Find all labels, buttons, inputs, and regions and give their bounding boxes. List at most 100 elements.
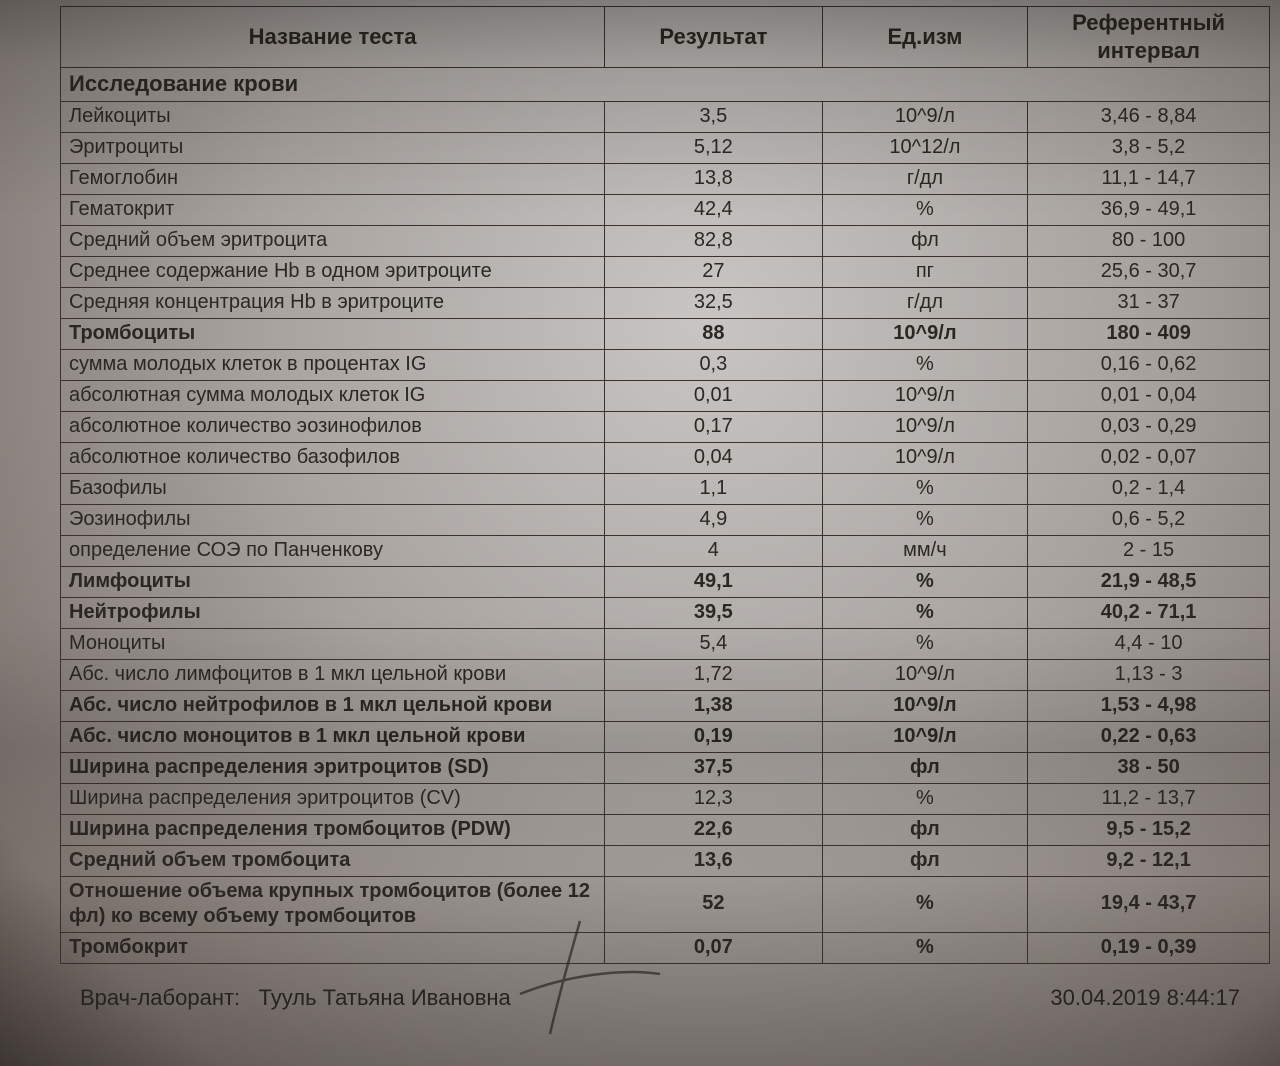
cell-reference: 0,19 - 0,39 xyxy=(1028,932,1270,963)
cell-reference: 11,2 - 13,7 xyxy=(1028,783,1270,814)
cell-result: 4,9 xyxy=(605,504,823,535)
cell-test-name: Средняя концентрация Hb в эритроците xyxy=(61,287,605,318)
cell-result: 0,07 xyxy=(605,932,823,963)
report-datetime: 30.04.2019 8:44:17 xyxy=(1050,985,1240,1011)
table-row: Лимфоциты49,1%21,9 - 48,5 xyxy=(61,566,1270,597)
cell-unit: % xyxy=(822,349,1028,380)
cell-reference: 1,53 - 4,98 xyxy=(1028,690,1270,721)
table-row: Гемоглобин13,8г/дл11,1 - 14,7 xyxy=(61,163,1270,194)
table-row: абсолютная сумма молодых клеток IG0,0110… xyxy=(61,380,1270,411)
cell-unit: 10^9/л xyxy=(822,318,1028,349)
cell-reference: 0,03 - 0,29 xyxy=(1028,411,1270,442)
table-row: Среднее содержание Hb в одном эритроците… xyxy=(61,256,1270,287)
cell-test-name: Лимфоциты xyxy=(61,566,605,597)
cell-result: 0,19 xyxy=(605,721,823,752)
table-row: сумма молодых клеток в процентах IG0,3%0… xyxy=(61,349,1270,380)
cell-result: 12,3 xyxy=(605,783,823,814)
table-row: Средний объем тромбоцита13,6фл9,2 - 12,1 xyxy=(61,845,1270,876)
cell-result: 37,5 xyxy=(605,752,823,783)
cell-unit: % xyxy=(822,194,1028,225)
cell-unit: мм/ч xyxy=(822,535,1028,566)
cell-unit: г/дл xyxy=(822,163,1028,194)
cell-result: 1,72 xyxy=(605,659,823,690)
cell-result: 13,6 xyxy=(605,845,823,876)
cell-test-name: определение СОЭ по Панченкову xyxy=(61,535,605,566)
doctor-label: Врач-лаборант: xyxy=(80,985,240,1010)
cell-test-name: Абс. число лимфоцитов в 1 мкл цельной кр… xyxy=(61,659,605,690)
table-row: Ширина распределения тромбоцитов (PDW)22… xyxy=(61,814,1270,845)
cell-test-name: Эозинофилы xyxy=(61,504,605,535)
cell-reference: 180 - 409 xyxy=(1028,318,1270,349)
cell-unit: фл xyxy=(822,225,1028,256)
cell-test-name: Ширина распределения эритроцитов (CV) xyxy=(61,783,605,814)
cell-test-name: сумма молодых клеток в процентах IG xyxy=(61,349,605,380)
cell-test-name: Ширина распределения тромбоцитов (PDW) xyxy=(61,814,605,845)
cell-result: 0,17 xyxy=(605,411,823,442)
cell-result: 32,5 xyxy=(605,287,823,318)
table-row: Абс. число моноцитов в 1 мкл цельной кро… xyxy=(61,721,1270,752)
table-row: Базофилы1,1%0,2 - 1,4 xyxy=(61,473,1270,504)
cell-test-name: Средний объем эритроцита xyxy=(61,225,605,256)
cell-result: 82,8 xyxy=(605,225,823,256)
table-row: абсолютное количество эозинофилов0,1710^… xyxy=(61,411,1270,442)
cell-reference: 31 - 37 xyxy=(1028,287,1270,318)
col-header-unit: Ед.изм xyxy=(822,7,1028,68)
cell-result: 1,1 xyxy=(605,473,823,504)
table-row: Лейкоциты3,510^9/л3,46 - 8,84 xyxy=(61,101,1270,132)
cell-reference: 0,02 - 0,07 xyxy=(1028,442,1270,473)
table-header-row: Название теста Результат Ед.изм Референт… xyxy=(61,7,1270,68)
cell-reference: 11,1 - 14,7 xyxy=(1028,163,1270,194)
cell-unit: % xyxy=(822,597,1028,628)
cell-unit: г/дл xyxy=(822,287,1028,318)
cell-reference: 0,22 - 0,63 xyxy=(1028,721,1270,752)
cell-result: 0,01 xyxy=(605,380,823,411)
cell-unit: 10^9/л xyxy=(822,101,1028,132)
cell-result: 5,4 xyxy=(605,628,823,659)
table-row: Тромбоциты8810^9/л180 - 409 xyxy=(61,318,1270,349)
table-row: Эритроциты5,1210^12/л3,8 - 5,2 xyxy=(61,132,1270,163)
results-table: Название теста Результат Ед.изм Референт… xyxy=(60,6,1270,964)
cell-test-name: Средний объем тромбоцита xyxy=(61,845,605,876)
section-title: Исследование крови xyxy=(61,68,1270,102)
cell-unit: % xyxy=(822,783,1028,814)
cell-result: 39,5 xyxy=(605,597,823,628)
doctor-name: Тууль Татьяна Ивановна xyxy=(259,985,511,1010)
cell-result: 0,3 xyxy=(605,349,823,380)
cell-unit: % xyxy=(822,932,1028,963)
cell-test-name: Среднее содержание Hb в одном эритроците xyxy=(61,256,605,287)
cell-result: 42,4 xyxy=(605,194,823,225)
cell-test-name: абсолютная сумма молодых клеток IG xyxy=(61,380,605,411)
table-row: Тромбокрит0,07%0,19 - 0,39 xyxy=(61,932,1270,963)
col-header-result: Результат xyxy=(605,7,823,68)
cell-result: 13,8 xyxy=(605,163,823,194)
cell-unit: 10^9/л xyxy=(822,690,1028,721)
cell-test-name: Тромбокрит xyxy=(61,932,605,963)
cell-unit: фл xyxy=(822,845,1028,876)
table-body: Исследование крови Лейкоциты3,510^9/л3,4… xyxy=(61,68,1270,964)
table-row: Отношение объема крупных тромбоцитов (бо… xyxy=(61,876,1270,932)
cell-unit: 10^9/л xyxy=(822,442,1028,473)
cell-test-name: Эритроциты xyxy=(61,132,605,163)
cell-test-name: абсолютное количество эозинофилов xyxy=(61,411,605,442)
cell-result: 27 xyxy=(605,256,823,287)
cell-reference: 4,4 - 10 xyxy=(1028,628,1270,659)
cell-reference: 9,2 - 12,1 xyxy=(1028,845,1270,876)
table-row: Эозинофилы4,9%0,6 - 5,2 xyxy=(61,504,1270,535)
cell-test-name: Абс. число нейтрофилов в 1 мкл цельной к… xyxy=(61,690,605,721)
cell-unit: 10^9/л xyxy=(822,380,1028,411)
cell-reference: 36,9 - 49,1 xyxy=(1028,194,1270,225)
table-row: Абс. число лимфоцитов в 1 мкл цельной кр… xyxy=(61,659,1270,690)
cell-reference: 0,01 - 0,04 xyxy=(1028,380,1270,411)
cell-result: 5,12 xyxy=(605,132,823,163)
cell-result: 0,04 xyxy=(605,442,823,473)
table-row: Гематокрит42,4%36,9 - 49,1 xyxy=(61,194,1270,225)
cell-reference: 38 - 50 xyxy=(1028,752,1270,783)
cell-unit: фл xyxy=(822,752,1028,783)
cell-unit: % xyxy=(822,473,1028,504)
cell-test-name: Базофилы xyxy=(61,473,605,504)
cell-test-name: Гематокрит xyxy=(61,194,605,225)
cell-test-name: Ширина распределения эритроцитов (SD) xyxy=(61,752,605,783)
cell-reference: 2 - 15 xyxy=(1028,535,1270,566)
cell-unit: 10^9/л xyxy=(822,721,1028,752)
cell-reference: 21,9 - 48,5 xyxy=(1028,566,1270,597)
